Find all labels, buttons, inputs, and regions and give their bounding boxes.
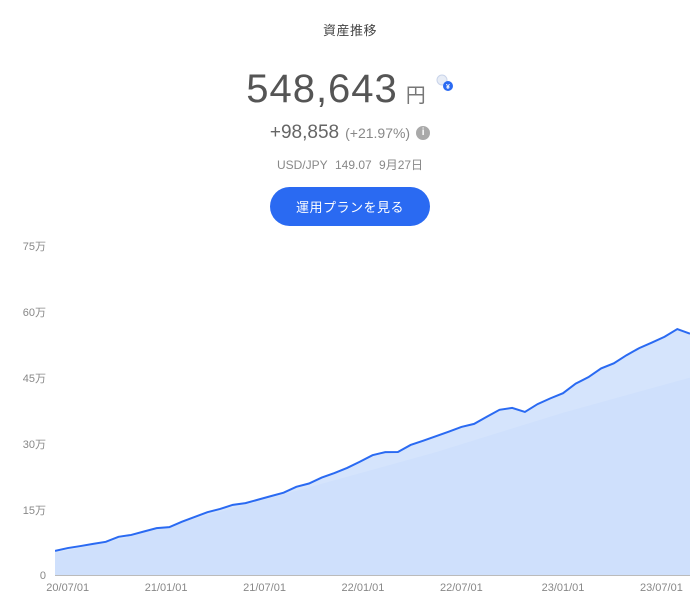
amount-value: 548,643 bbox=[246, 67, 398, 112]
x-axis-label: 22/07/01 bbox=[440, 582, 483, 594]
currency-suffix: 円 bbox=[406, 79, 426, 108]
fx-pair: USD/JPY bbox=[277, 158, 328, 172]
y-axis-label: 30万 bbox=[23, 436, 46, 452]
y-axis-label: 0 bbox=[40, 570, 46, 582]
page-title: 資産推移 bbox=[0, 20, 700, 39]
fx-rate: 149.07 bbox=[335, 158, 372, 172]
points-badge-icon: ¥ bbox=[436, 74, 454, 97]
svg-text:¥: ¥ bbox=[446, 84, 450, 91]
gain-row: +98,858 (+21.97%) i bbox=[0, 122, 700, 144]
y-axis-label: 75万 bbox=[23, 238, 46, 254]
y-axis-label: 45万 bbox=[23, 370, 46, 386]
x-axis-label: 23/01/01 bbox=[542, 582, 585, 594]
x-axis-label: 22/01/01 bbox=[342, 582, 385, 594]
asset-chart: 0 15万 30万 45万 60万 75万 20/07/01 21/01/01 21/07/0… bbox=[0, 236, 700, 606]
x-axis-label: 21/01/01 bbox=[145, 582, 188, 594]
x-axis-label: 20/07/01 bbox=[46, 582, 89, 594]
amount-row: 548,643 円 ¥ bbox=[0, 67, 700, 112]
fx-date: 9月27日 bbox=[379, 158, 423, 172]
x-axis-label: 23/07/01 bbox=[640, 582, 683, 594]
gain-percent: (+21.97%) bbox=[345, 125, 410, 141]
info-icon[interactable]: i bbox=[416, 126, 430, 140]
gain-absolute: +98,858 bbox=[270, 122, 339, 144]
view-plan-button[interactable]: 運用プランを見る bbox=[270, 187, 430, 226]
fx-row: USD/JPY 149.07 9月27日 bbox=[0, 156, 700, 173]
y-axis-label: 60万 bbox=[23, 304, 46, 320]
y-axis-label: 15万 bbox=[23, 502, 46, 518]
x-axis-label: 21/07/01 bbox=[243, 582, 286, 594]
